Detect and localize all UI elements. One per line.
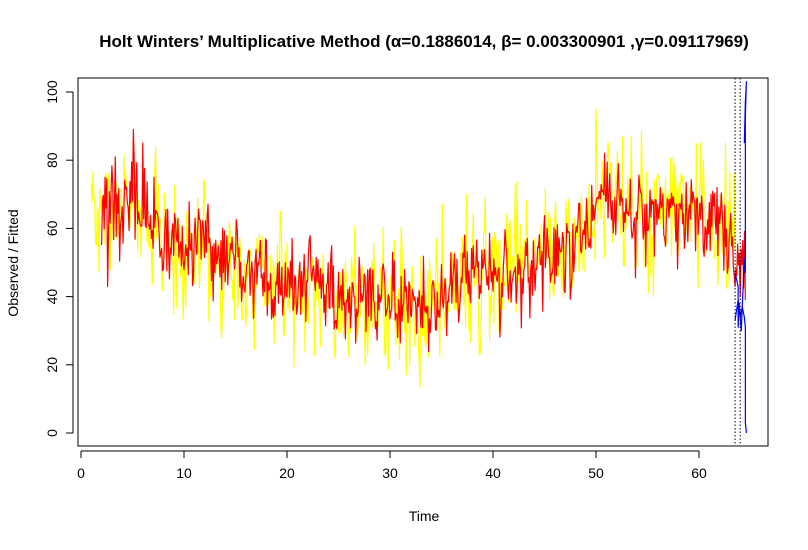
x-axis-label: Time	[409, 508, 440, 524]
series-group	[90, 81, 747, 434]
y-tick-label: 100	[44, 80, 60, 104]
fitted-series-line	[101, 128, 746, 353]
x-tick-label: 60	[691, 465, 707, 481]
lower-bound-line	[734, 299, 747, 434]
y-tick-label: 80	[44, 152, 60, 168]
upper-bound-line	[734, 81, 747, 332]
y-tick-label: 0	[44, 429, 60, 437]
x-axis: 0 10 20 30 40 50 60	[77, 450, 707, 481]
x-tick-label: 20	[279, 465, 295, 481]
plot-frame	[77, 77, 769, 447]
x-tick-label: 50	[588, 465, 604, 481]
y-axis-label: Observed / Fitted	[5, 209, 21, 316]
y-axis: 0 20 40 60 80 100	[44, 80, 74, 437]
x-tick-label: 40	[485, 465, 501, 481]
x-tick-label: 10	[176, 465, 192, 481]
y-tick-label: 20	[44, 357, 60, 373]
chart-title: Holt Winters’ Multiplicative Method (α=0…	[99, 32, 749, 51]
y-tick-label: 40	[44, 289, 60, 305]
y-tick-label: 60	[44, 220, 60, 236]
x-tick-label: 30	[382, 465, 398, 481]
observed-series-line	[90, 108, 736, 388]
x-tick-label: 0	[77, 465, 85, 481]
